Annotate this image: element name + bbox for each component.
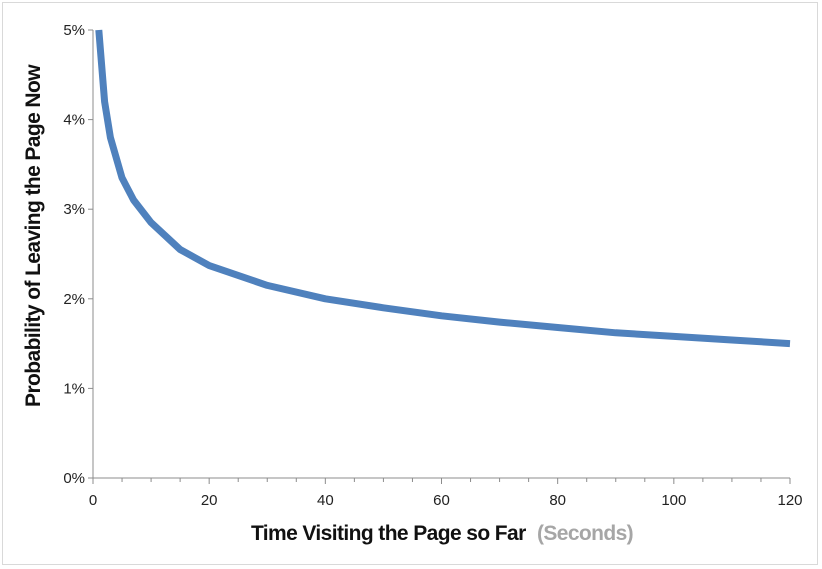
- y-tick-label: 5%: [63, 22, 85, 39]
- x-axis-title: Time Visiting the Page so Far (Seconds): [251, 522, 633, 545]
- y-tick-label: 2%: [63, 291, 85, 308]
- x-axis-label: Time Visiting the Page so Far: [251, 522, 526, 545]
- series-layer: [95, 29, 791, 348]
- series-line: [95, 29, 791, 348]
- x-axis: 0 20 40 60 80 100 120: [89, 477, 803, 509]
- x-tick-label: 40: [317, 492, 334, 509]
- x-tick-label: 20: [201, 492, 218, 509]
- x-tick-label: 100: [661, 492, 686, 509]
- y-tick-label: 0%: [63, 470, 85, 487]
- y-tick-label: 4%: [63, 112, 85, 129]
- x-tick-label: 120: [777, 492, 802, 509]
- y-tick-label: 3%: [63, 201, 85, 218]
- y-axis-title: Probability of Leaving the Page Now: [22, 64, 45, 407]
- x-tick-label: 0: [89, 492, 97, 509]
- x-tick-label: 80: [549, 492, 566, 509]
- x-tick-label: 60: [433, 492, 450, 509]
- x-axis-unit: (Seconds): [537, 522, 633, 545]
- y-axis: 0% 1% 2% 3% 4% 5%: [63, 22, 94, 487]
- y-tick-label: 1%: [63, 380, 85, 397]
